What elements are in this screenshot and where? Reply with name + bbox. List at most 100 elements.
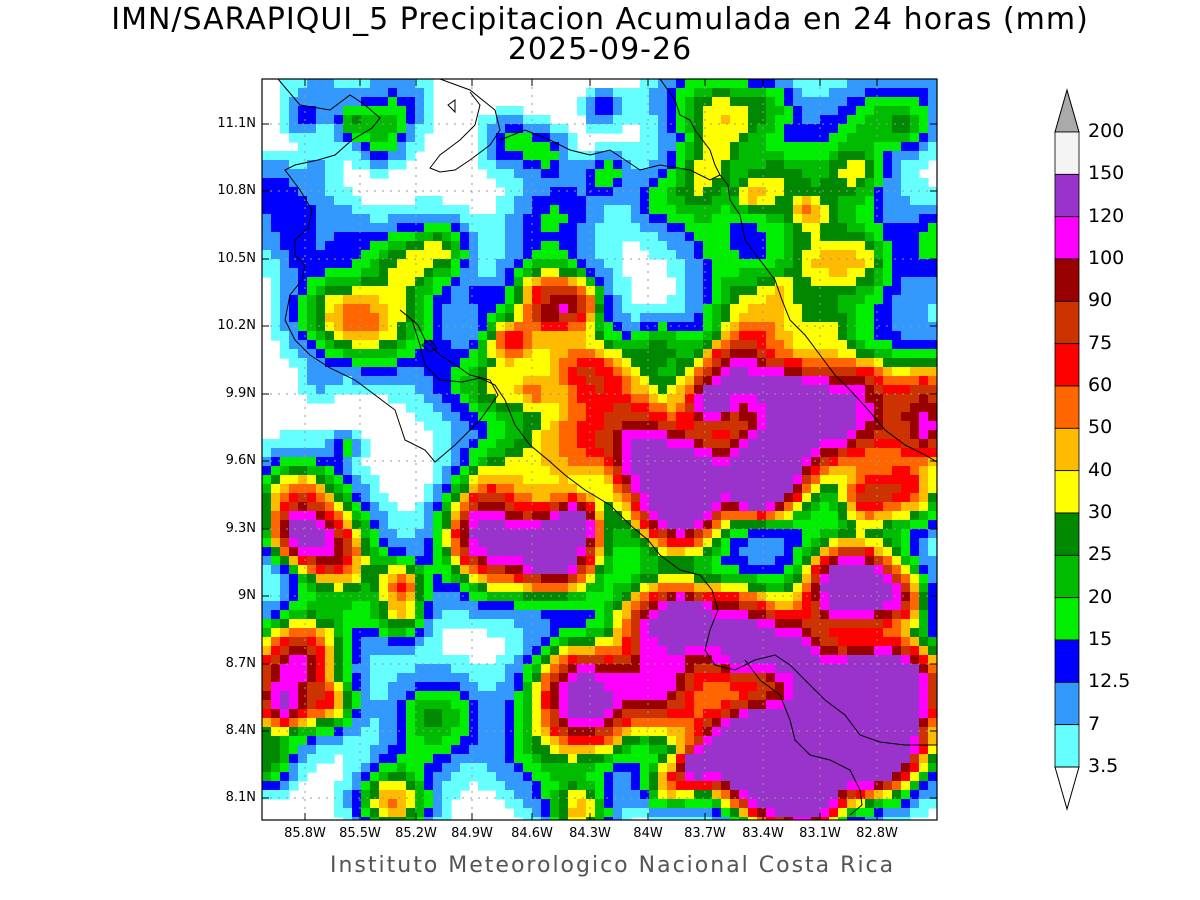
precip-cell: [892, 187, 902, 197]
precip-cell: [469, 367, 479, 377]
precip-cell: [586, 664, 596, 674]
precip-cell: [667, 412, 677, 422]
precip-cell: [433, 277, 443, 287]
precip-cell: [865, 358, 875, 368]
precip-cell: [847, 466, 857, 476]
precip-cell: [460, 601, 470, 611]
precip-cell: [289, 628, 299, 638]
precip-cell: [343, 133, 353, 143]
precip-cell: [856, 196, 866, 206]
precip-cell: [469, 520, 479, 530]
precip-cell: [640, 718, 650, 728]
precip-cell: [919, 115, 929, 125]
precip-cell: [748, 628, 758, 638]
precip-cell: [748, 97, 758, 107]
precip-cell: [307, 250, 317, 260]
precip-cell: [307, 664, 317, 674]
precip-cell: [775, 484, 785, 494]
precip-cell: [694, 538, 704, 548]
precip-cell: [604, 475, 614, 485]
precip-cell: [550, 205, 560, 215]
precip-cell: [874, 412, 884, 422]
precip-cell: [298, 655, 308, 665]
precip-cell: [352, 214, 362, 224]
precip-cell: [685, 700, 695, 710]
precip-cell: [712, 502, 722, 512]
precip-cell: [442, 268, 452, 278]
precip-cell: [856, 268, 866, 278]
precip-cell: [298, 475, 308, 485]
precip-cell: [334, 565, 344, 575]
precip-cell: [505, 133, 515, 143]
precip-cell: [910, 646, 920, 656]
precip-cell: [775, 205, 785, 215]
precip-cell: [577, 358, 587, 368]
precip-cell: [370, 601, 380, 611]
precip-cell: [919, 205, 929, 215]
precip-cell: [541, 286, 551, 296]
precip-cell: [928, 286, 937, 296]
precip-cell: [730, 223, 740, 233]
precip-cell: [766, 205, 776, 215]
precip-cell: [640, 376, 650, 386]
precip-cell: [595, 340, 605, 350]
precip-cell: [622, 718, 632, 728]
precip-cell: [316, 286, 326, 296]
precip-cell: [793, 466, 803, 476]
precip-cell: [586, 88, 596, 98]
precip-cell: [415, 583, 425, 593]
precip-cell: [550, 502, 560, 512]
precip-cell: [910, 250, 920, 260]
precip-cell: [388, 304, 398, 314]
precip-cell: [541, 457, 551, 467]
precip-cell: [901, 151, 911, 161]
precip-cell: [370, 340, 380, 350]
precip-cell: [622, 610, 632, 620]
precip-cell: [289, 115, 299, 125]
precip-cell: [451, 511, 461, 521]
precip-cell: [568, 673, 578, 683]
precip-cell: [613, 619, 623, 629]
precip-cell: [334, 610, 344, 620]
precip-cell: [667, 241, 677, 251]
precip-cell: [766, 349, 776, 359]
precip-cell: [901, 538, 911, 548]
precip-cell: [676, 313, 686, 323]
precip-cell: [523, 412, 533, 422]
precip-cell: [334, 250, 344, 260]
precip-cell: [406, 277, 416, 287]
precip-cell: [451, 565, 461, 575]
precip-cell: [307, 97, 317, 107]
precip-cell: [415, 259, 425, 269]
precip-cell: [748, 583, 758, 593]
precip-cell: [451, 286, 461, 296]
precip-cell: [874, 610, 884, 620]
precip-cell: [721, 475, 731, 485]
precip-cell: [361, 241, 371, 251]
precip-cell: [559, 268, 569, 278]
precip-cell: [748, 151, 758, 161]
precip-cell: [649, 304, 659, 314]
precip-cell: [910, 439, 920, 449]
precip-cell: [514, 376, 524, 386]
precip-cell: [352, 655, 362, 665]
precip-cell: [334, 151, 344, 161]
precip-cell: [703, 574, 713, 584]
precip-cell: [424, 682, 434, 692]
precip-cell: [829, 628, 839, 638]
precip-cell: [901, 403, 911, 413]
precip-cell: [757, 151, 767, 161]
precip-cell: [730, 259, 740, 269]
precip-cell: [586, 151, 596, 161]
precip-cell: [910, 259, 920, 269]
precip-cell: [703, 619, 713, 629]
precip-cell: [595, 457, 605, 467]
precip-cell: [505, 691, 515, 701]
precip-cell: [856, 214, 866, 224]
precip-cell: [424, 421, 434, 431]
precip-cell: [649, 556, 659, 566]
precip-cell: [514, 493, 524, 503]
precip-cell: [919, 421, 929, 431]
precip-cell: [433, 403, 443, 413]
precip-cell: [406, 79, 416, 89]
